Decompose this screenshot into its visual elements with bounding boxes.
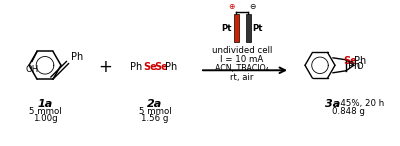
Text: 0.848 g: 0.848 g (332, 107, 365, 116)
Text: 5 mmol: 5 mmol (139, 107, 171, 116)
Text: Se: Se (154, 62, 168, 72)
Text: 3a: 3a (325, 99, 340, 109)
Text: Ph: Ph (130, 62, 142, 72)
Bar (234, 14, 238, 42)
Bar (246, 14, 250, 42)
Text: O: O (357, 62, 364, 71)
Text: Pt: Pt (221, 24, 232, 33)
Text: +: + (98, 58, 112, 76)
Text: 1a: 1a (37, 99, 53, 109)
Text: 1.00g: 1.00g (33, 114, 57, 123)
Text: 1.56 g: 1.56 g (141, 114, 169, 123)
Text: 5 mmol: 5 mmol (29, 107, 61, 116)
Text: undivided cell: undivided cell (212, 46, 272, 55)
Text: ⊕: ⊕ (229, 2, 235, 12)
Text: ⊖: ⊖ (249, 2, 255, 12)
Text: , 45%, 20 h: , 45%, 20 h (335, 99, 384, 108)
Text: 2a: 2a (147, 99, 163, 109)
Text: I = 10 mA: I = 10 mA (220, 55, 264, 64)
Text: rt, air: rt, air (230, 73, 254, 82)
Text: Ph: Ph (165, 62, 177, 72)
Text: Pt: Pt (252, 24, 263, 33)
Text: Se: Se (343, 56, 357, 66)
Text: Ph: Ph (354, 56, 366, 66)
Text: OH: OH (25, 65, 39, 74)
Text: Ph: Ph (348, 61, 360, 71)
Text: Ph: Ph (70, 52, 83, 62)
Text: Se: Se (143, 62, 157, 72)
Text: ACN, TBAClO₄: ACN, TBAClO₄ (215, 64, 269, 73)
